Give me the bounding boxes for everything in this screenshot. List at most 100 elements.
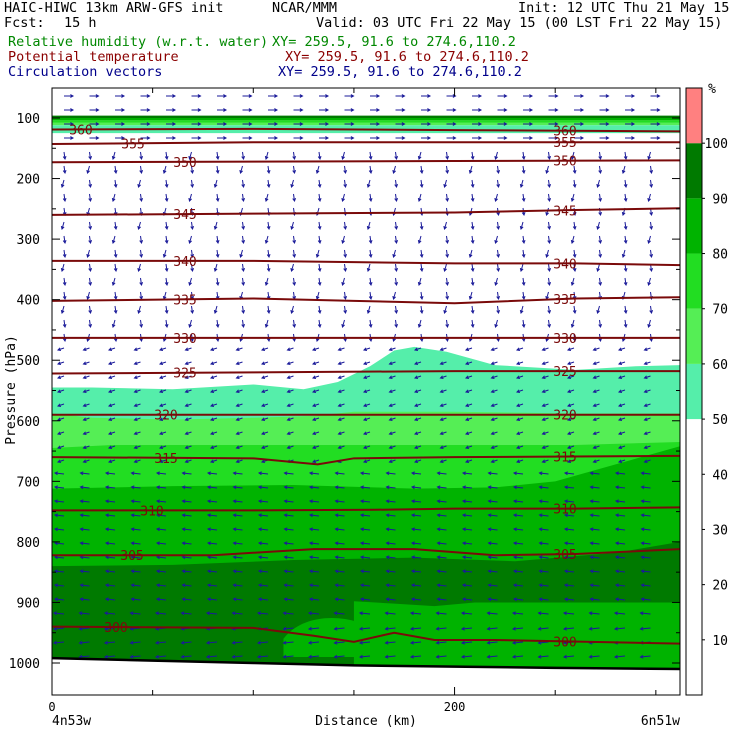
wind-vector-head xyxy=(181,513,186,518)
wind-vector-head xyxy=(82,347,87,352)
wind-vector xyxy=(597,179,600,188)
wind-vector xyxy=(414,431,422,435)
wind-vector-head xyxy=(570,197,575,203)
fcst-label: Fcst: xyxy=(4,15,45,31)
wind-vector xyxy=(462,514,473,517)
wind-vector xyxy=(338,403,345,407)
wind-vector xyxy=(287,375,294,379)
wind-vector-head xyxy=(614,485,619,490)
wind-vector-head xyxy=(392,169,396,175)
wind-vector-head xyxy=(538,513,543,518)
wind-vector-head xyxy=(283,527,288,532)
wind-vector-head xyxy=(409,626,414,631)
wind-vector-head xyxy=(261,375,266,380)
wind-vector-head xyxy=(487,541,492,546)
theta-label-360: 360 xyxy=(553,125,576,140)
wind-vector xyxy=(189,193,192,202)
wind-vector xyxy=(538,627,549,630)
wind-vector-head xyxy=(248,122,253,126)
wind-vector xyxy=(185,361,192,365)
wind-vector xyxy=(420,291,423,300)
wind-vector-head xyxy=(188,281,192,287)
wind-vector xyxy=(411,598,422,601)
wind-vector xyxy=(316,291,320,300)
wind-vector-head xyxy=(78,640,83,645)
wind-vector-head xyxy=(62,254,67,259)
y-tick-label: 600 xyxy=(17,415,40,430)
wind-vector-head xyxy=(572,226,577,231)
wind-vector xyxy=(131,472,141,475)
wind-vector-head xyxy=(436,555,441,560)
wind-vector xyxy=(513,556,524,559)
wind-vector xyxy=(420,263,423,272)
wind-vector-head xyxy=(130,527,135,532)
wind-vector-head xyxy=(410,583,415,588)
wind-vector xyxy=(567,445,575,449)
wind-vector-head xyxy=(614,569,619,574)
wind-vector-head xyxy=(478,136,483,140)
wind-vector xyxy=(548,319,550,328)
wind-vector-head xyxy=(487,569,492,574)
wind-vector-head xyxy=(623,282,628,287)
wind-vector-head xyxy=(570,239,575,245)
wind-vector xyxy=(615,556,626,559)
wind-vector xyxy=(165,193,168,202)
wind-vector xyxy=(363,431,371,435)
wind-vector xyxy=(539,570,549,573)
wind-vector-head xyxy=(232,499,237,504)
wind-vector-head xyxy=(164,324,169,329)
circulation-vectors-layer xyxy=(52,94,661,659)
y-tick-label: 400 xyxy=(17,294,40,309)
wind-vector xyxy=(284,472,294,475)
wind-vector xyxy=(210,459,218,463)
wind-vector-head xyxy=(384,626,389,631)
wind-vector xyxy=(80,486,90,489)
wind-vector-head xyxy=(257,499,262,504)
wind-vector xyxy=(284,486,294,489)
wind-vector-head xyxy=(538,471,543,476)
wind-vector-head xyxy=(592,417,597,422)
wind-vector xyxy=(265,277,269,286)
wind-vector-head xyxy=(206,541,211,546)
wind-vector-head xyxy=(589,583,594,588)
wind-vector-head xyxy=(184,417,189,422)
colorbar-label: 40 xyxy=(712,468,728,483)
wind-vector xyxy=(395,263,397,272)
wind-vector xyxy=(105,542,116,545)
wind-vector xyxy=(165,263,168,272)
theta-contour-305 xyxy=(52,548,680,557)
wind-vector xyxy=(564,556,575,559)
wind-vector-head xyxy=(614,499,619,504)
wind-vector xyxy=(258,500,269,503)
wind-vector-head xyxy=(256,640,261,645)
wind-vector xyxy=(283,655,294,658)
wind-vector xyxy=(312,389,320,393)
wind-vector-head xyxy=(521,338,526,343)
wind-vector-head xyxy=(490,375,495,380)
wind-vector xyxy=(618,431,626,435)
wind-vector xyxy=(516,347,524,351)
wind-vector-head xyxy=(82,417,87,422)
wind-vector xyxy=(471,235,474,244)
wind-vector-head xyxy=(631,136,636,140)
wind-vector xyxy=(191,165,193,174)
wind-vector-head xyxy=(334,513,339,518)
wind-vector xyxy=(335,542,345,545)
wind-vector xyxy=(522,291,525,300)
wind-vector xyxy=(420,221,423,230)
wind-vector-head xyxy=(388,403,393,408)
wind-vector-head xyxy=(181,485,186,490)
wind-vector-head xyxy=(184,403,189,408)
wind-vector xyxy=(80,514,90,517)
wind-vector-head xyxy=(519,225,524,231)
wind-vector-head xyxy=(478,108,483,112)
wind-vector xyxy=(369,165,372,174)
wind-vector xyxy=(342,319,345,328)
wind-vector-head xyxy=(108,361,113,366)
wind-vector-head xyxy=(494,155,498,161)
wind-vector xyxy=(360,486,371,489)
wind-vector-head xyxy=(487,583,492,588)
wind-vector-head xyxy=(308,583,313,588)
wind-vector xyxy=(258,556,269,559)
